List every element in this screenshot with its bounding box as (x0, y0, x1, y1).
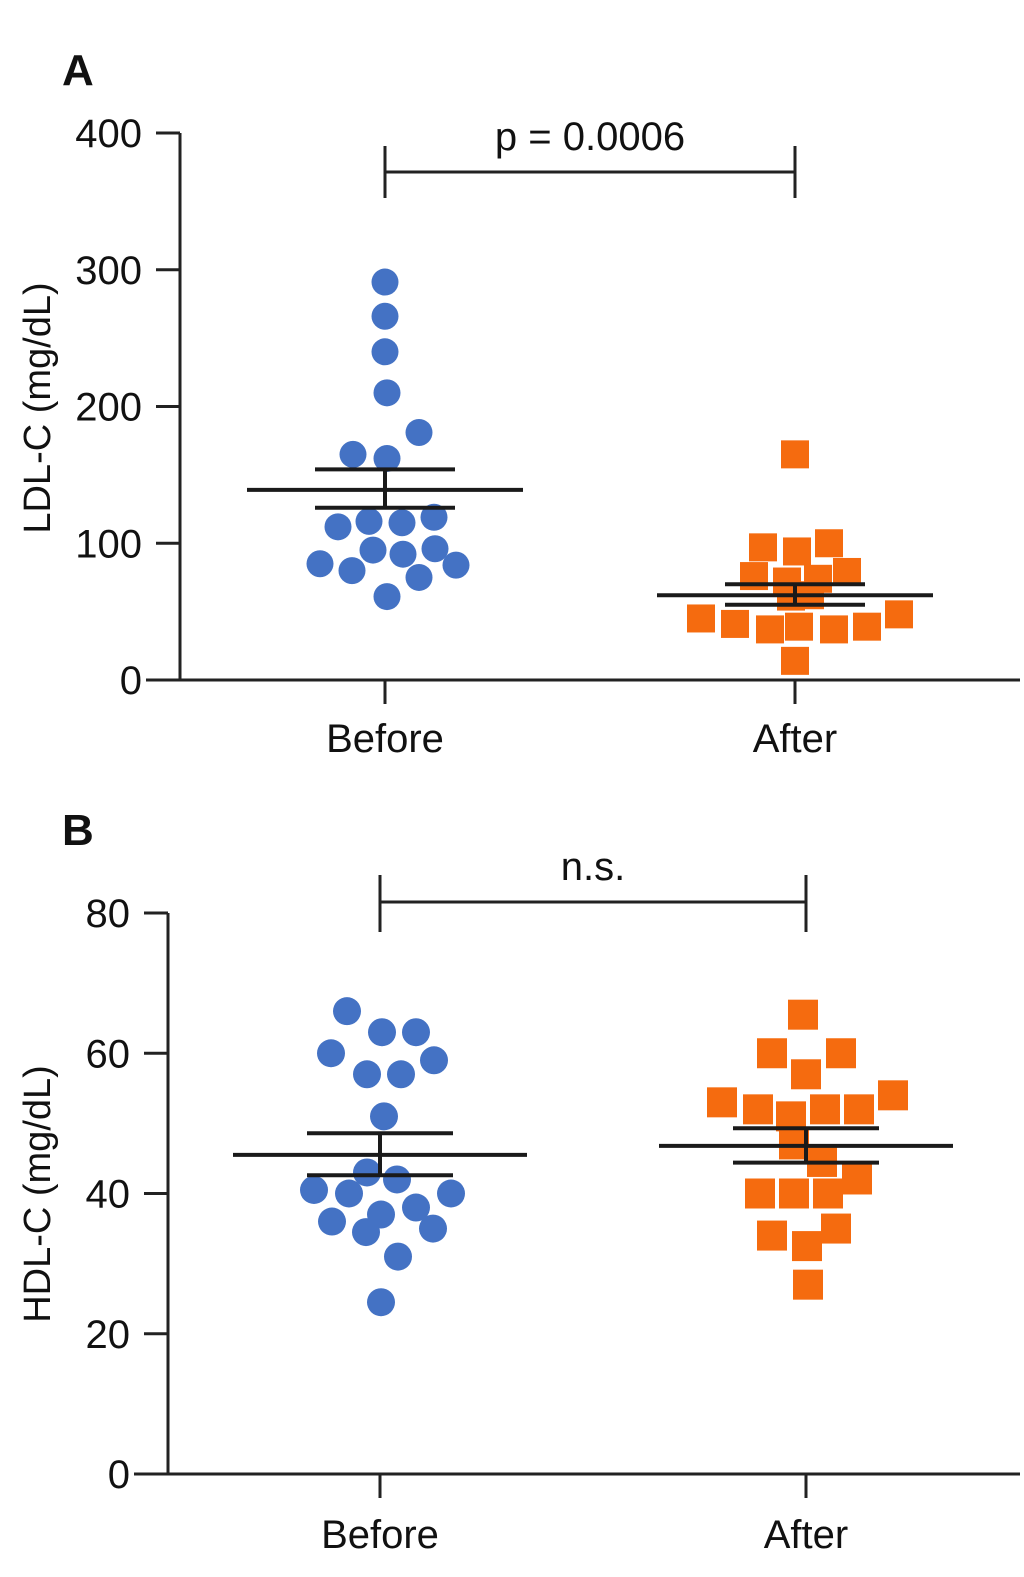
significance-bracket-b (378, 875, 808, 932)
data-point-after (781, 440, 809, 469)
y-tick-label: 400 (75, 112, 142, 156)
data-point-before (442, 551, 470, 579)
data-point-before (368, 1018, 396, 1047)
data-point-before (359, 536, 387, 564)
data-point-before (306, 550, 334, 578)
data-point-after (745, 1178, 775, 1209)
data-point-after (844, 1094, 874, 1125)
x-tick-label-after: After (753, 717, 837, 761)
data-point-after (820, 615, 848, 644)
data-point-after (791, 1059, 821, 1090)
data-point-before (420, 503, 448, 531)
mean-sem-bars-a (247, 467, 933, 607)
data-point-after (821, 1213, 851, 1244)
data-point-before (373, 583, 401, 611)
data-point-before (405, 418, 433, 446)
panel-a-ldl-chart: A LDL-C (mg/dL) 0 100 200 300 400 Before After… (17, 46, 1020, 761)
y-tick-label: 20 (86, 1313, 131, 1357)
axes-a: 0 100 200 300 400 Before After (75, 112, 1020, 761)
y-tick-label: 80 (86, 892, 131, 936)
data-point-after (783, 537, 811, 566)
data-point-after (721, 609, 749, 638)
data-point-after (687, 604, 715, 633)
data-point-after (842, 1164, 872, 1195)
y-tick-label: 200 (75, 386, 142, 430)
data-point-after (788, 999, 818, 1030)
panel-b-hdl-chart: B HDL-C (mg/dL) 0 20 40 60 80 Before After n.s… (17, 806, 1020, 1557)
data-point-before (373, 379, 401, 407)
data-point-before (389, 540, 417, 568)
y-tick-label: 300 (75, 249, 142, 293)
data-point-before (333, 997, 361, 1026)
y-tick-label: 60 (86, 1032, 131, 1076)
panel-letter-b: B (62, 806, 94, 855)
data-point-after (885, 600, 913, 629)
data-point-after (785, 612, 813, 641)
data-point-before (317, 1039, 345, 1068)
data-point-after (792, 1231, 822, 1262)
y-tick-label: 100 (75, 522, 142, 566)
data-point-after (757, 1220, 787, 1251)
data-point-before (371, 302, 399, 330)
data-point-before (371, 338, 399, 366)
y-axis-title-a: LDL-C (mg/dL) (17, 282, 59, 533)
data-point-before (388, 509, 416, 537)
data-point-after (707, 1087, 737, 1118)
data-point-after (833, 557, 861, 586)
data-point-before (373, 444, 401, 472)
data-point-before (339, 440, 367, 468)
data-point-after (853, 612, 881, 641)
data-point-after (815, 529, 843, 558)
data-point-before (370, 1102, 398, 1131)
significance-label-a: p = 0.0006 (495, 115, 685, 159)
data-point-before (402, 1018, 430, 1047)
data-point-after (756, 615, 784, 644)
data-point-after (749, 533, 777, 562)
data-point-before (383, 1165, 411, 1194)
data-point-before (384, 1242, 412, 1271)
data-point-after (810, 1094, 840, 1125)
x-tick-label-before: Before (326, 717, 444, 761)
panel-letter-a: A (62, 46, 94, 95)
data-point-after (826, 1038, 856, 1069)
y-tick-label: 0 (108, 1453, 130, 1497)
data-point-after (743, 1094, 773, 1125)
data-point-after (793, 1269, 823, 1300)
data-point-before (405, 563, 433, 591)
data-point-after (779, 1178, 809, 1209)
y-axis-title-b: HDL-C (mg/dL) (17, 1065, 59, 1323)
significance-label-b: n.s. (561, 845, 625, 889)
data-point-before (353, 1158, 381, 1187)
data-point-before (300, 1175, 328, 1204)
data-point-after (781, 646, 809, 675)
mean-sem-bars-b (233, 1126, 953, 1178)
data-point-before (371, 268, 399, 296)
data-point-before (338, 557, 366, 585)
data-point-before (335, 1179, 363, 1208)
data-point-before (387, 1060, 415, 1089)
data-point-after (813, 1178, 843, 1209)
data-point-before (324, 513, 352, 541)
data-point-before (437, 1179, 465, 1208)
data-point-before (367, 1288, 395, 1317)
data-point-before (402, 1193, 430, 1222)
data-point-before (355, 507, 383, 535)
y-tick-label: 40 (86, 1173, 131, 1217)
data-point-before (352, 1218, 380, 1247)
data-point-before (419, 1214, 447, 1243)
x-tick-label-after: After (764, 1513, 848, 1557)
data-point-before (421, 535, 449, 563)
data-points-a (306, 268, 913, 675)
significance-bracket-a (383, 146, 797, 198)
data-point-after (757, 1038, 787, 1069)
data-point-after (878, 1080, 908, 1111)
data-point-before (318, 1207, 346, 1236)
y-tick-label: 0 (120, 659, 142, 703)
data-point-before (353, 1060, 381, 1089)
x-tick-label-before: Before (321, 1513, 439, 1557)
data-point-before (420, 1046, 448, 1075)
axes-b: 0 20 40 60 80 Before After (86, 892, 1020, 1557)
